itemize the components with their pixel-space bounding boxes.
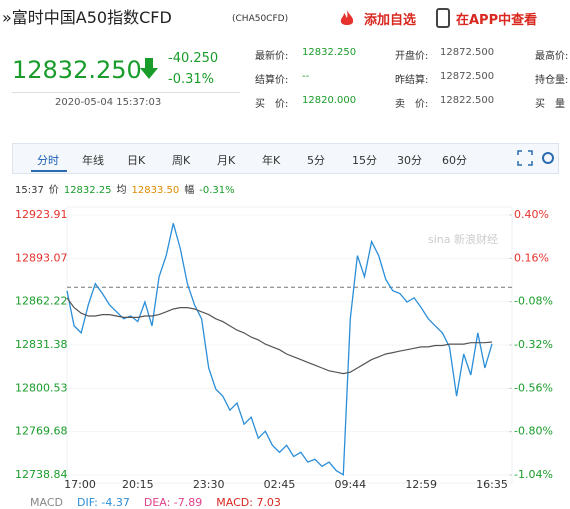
- tab[interactable]: 分时: [37, 154, 59, 167]
- y-tick-label: 12769.68: [15, 425, 68, 438]
- tab[interactable]: 月K: [217, 154, 236, 167]
- quote-value: --: [302, 71, 310, 82]
- quote-value: 12820.000: [302, 95, 357, 106]
- y2-tick-label: -0.08%: [514, 295, 553, 308]
- macd-macd: MACD: 7.03: [216, 496, 281, 509]
- quote-value: 12832.250: [302, 47, 357, 58]
- quote-time: 2020-05-04 15:37:03: [55, 97, 162, 108]
- info-line: 15:37 价 12832.25 均 12833.50 幅 -0.31%: [15, 181, 240, 196]
- price-change-pct: -0.31%: [168, 72, 214, 87]
- info-avg-label: 均: [116, 185, 127, 196]
- y2-tick-label: -0.56%: [514, 381, 553, 394]
- open-app[interactable]: 在APP中查看: [456, 13, 538, 28]
- quote-label: 买 价:: [255, 99, 289, 110]
- series-line: [66, 297, 493, 375]
- price-change: -40.250: [168, 51, 219, 66]
- y-tick-label: 12893.07: [15, 251, 68, 264]
- x-tick-label: 20:15: [122, 478, 154, 490]
- y2-tick-label: -1.04%: [514, 468, 553, 481]
- macd-dea: DEA: -7.89: [143, 496, 203, 509]
- quote-label: 买 量: [535, 99, 565, 110]
- quote-value: 12822.500: [440, 95, 495, 106]
- down-arrow: [140, 58, 158, 79]
- tab[interactable]: 年线: [82, 154, 104, 167]
- y2-tick-label: 0.16%: [514, 251, 549, 264]
- tab[interactable]: 30分: [397, 154, 422, 167]
- y-tick-label: 12923.91: [15, 208, 68, 221]
- x-tick-label: 09:44: [334, 478, 366, 490]
- y-tick-label: 12800.53: [15, 381, 68, 394]
- y-tick-label: 12862.22: [15, 295, 68, 308]
- tab-underline: [31, 170, 67, 172]
- y-tick-label: 12831.38: [15, 338, 68, 351]
- x-tick-label: 17:00: [64, 478, 96, 490]
- fullscreen-icon[interactable]: [517, 150, 533, 166]
- quote-label: 持仓量:: [535, 75, 569, 86]
- instrument-title: »富时中国A50指数CFD: [2, 8, 172, 27]
- quote-label: 昨结算:: [395, 75, 429, 86]
- tab[interactable]: 年K: [262, 154, 281, 167]
- y2-tick-label: -0.32%: [514, 338, 553, 351]
- quote-value: 12872.500: [440, 47, 495, 58]
- instrument-code: (CHA50CFD): [232, 14, 289, 24]
- info-price-label: 价: [48, 185, 59, 196]
- quote-label: 开盘价:: [395, 51, 429, 62]
- y2-tick-label: -0.80%: [514, 425, 553, 438]
- tool-icons: [517, 150, 554, 166]
- info-avg: 12833.50: [131, 185, 180, 196]
- chart: sina 新浪财经 12923.91 12893.07 12862.22 12831.3…: [15, 206, 553, 490]
- x-tick-label: 02:45: [264, 478, 296, 490]
- last-price: 12832.250: [12, 56, 142, 84]
- info-pct-label: 幅: [184, 185, 195, 196]
- info-pct: -0.31%: [199, 185, 235, 196]
- quote-label: 卖 价:: [395, 99, 429, 110]
- tab[interactable]: 5分: [307, 154, 325, 167]
- tab[interactable]: 60分: [442, 154, 467, 167]
- macd-title: MACD: [30, 496, 63, 509]
- divider: [12, 92, 240, 93]
- tab[interactable]: 周K: [172, 154, 191, 167]
- watermark: sina 新浪财经: [428, 232, 498, 246]
- x-tick-label: 16:35: [476, 478, 508, 490]
- info-time: 15:37: [15, 185, 44, 196]
- tab[interactable]: 日K: [127, 154, 146, 167]
- flame-icon: [340, 10, 354, 25]
- y-tick-label: 12738.84: [15, 468, 68, 481]
- macd-line: MACD DIF: -4.37 DEA: -7.89 MACD: 7.03: [30, 496, 295, 509]
- x-tick-label: 12:59: [405, 478, 437, 490]
- quote-label: 最新价:: [255, 51, 289, 62]
- settings-icon[interactable]: [542, 152, 554, 164]
- y2-tick-label: 0.40%: [514, 208, 549, 221]
- quote-label: 结算价:: [255, 75, 289, 86]
- series-line: [66, 223, 493, 476]
- x-tick-label: 23:30: [193, 478, 225, 490]
- info-price: 12832.25: [63, 185, 112, 196]
- add-watchlist[interactable]: 添加自选: [364, 13, 417, 28]
- phone-icon: [436, 8, 450, 28]
- macd-dif: DIF: -4.37: [76, 496, 130, 509]
- tab[interactable]: 15分: [352, 154, 377, 167]
- quote-value: 12872.500: [440, 71, 495, 82]
- quote-label: 最高价:: [535, 51, 569, 62]
- tab-bar: 分时 年线 日K 周K 月K 年K 5分 15分 30分 60分: [12, 143, 559, 174]
